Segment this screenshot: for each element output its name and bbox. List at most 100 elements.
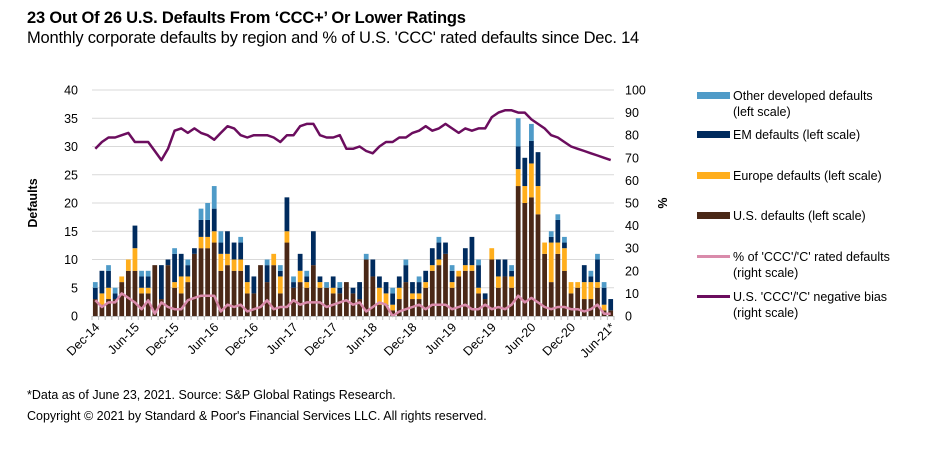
- bar-other: [595, 253, 600, 260]
- bar-us: [357, 299, 362, 316]
- legend-label: U.S. defaults (left scale): [733, 209, 866, 223]
- bar-em: [145, 276, 151, 288]
- bar-other: [106, 265, 111, 271]
- bar-em: [178, 253, 184, 277]
- bar-europe: [456, 270, 462, 277]
- bar-em: [403, 265, 409, 283]
- bar-europe: [99, 293, 105, 305]
- bar-us: [396, 299, 402, 316]
- bar-em: [225, 231, 230, 254]
- bar-europe: [436, 259, 442, 266]
- legend-label: Other developed defaults (left scale): [733, 89, 873, 119]
- bar-em: [198, 219, 204, 237]
- bar-europe: [462, 265, 468, 271]
- lines: [94, 109, 612, 318]
- bar-us: [284, 242, 290, 316]
- bar-us: [575, 287, 581, 316]
- bar-other: [562, 236, 567, 243]
- bar-us: [271, 265, 277, 316]
- x-tick-label: Dec-15: [143, 320, 181, 358]
- bar-europe: [542, 242, 547, 254]
- bar-us: [377, 304, 382, 316]
- legend-item-us: U.S. defaults (left scale): [697, 208, 866, 224]
- x-tick-label: Jun-16: [184, 320, 221, 357]
- bar-em: [595, 259, 600, 283]
- bar-europe: [595, 282, 600, 288]
- bar-europe: [509, 276, 514, 288]
- bar-europe: [218, 253, 224, 271]
- bar-other: [416, 276, 422, 283]
- bar-europe: [139, 287, 144, 294]
- legend-swatch-europe: [697, 172, 730, 179]
- bar-other: [264, 259, 270, 266]
- bar-us: [172, 287, 177, 316]
- bar-us: [218, 270, 224, 316]
- bar-other: [529, 123, 534, 141]
- bar-em: [139, 276, 144, 288]
- bar-europe: [568, 282, 574, 294]
- bar-us: [542, 253, 547, 316]
- bar-europe: [562, 248, 567, 271]
- y-tick-label: 35: [64, 112, 78, 126]
- bar-em: [429, 248, 435, 266]
- bar-europe: [106, 287, 111, 300]
- bar-europe: [377, 287, 382, 305]
- y-axis-title: Defaults: [26, 178, 40, 227]
- legend-label: EM defaults (left scale): [733, 128, 861, 142]
- bar-europe: [601, 304, 607, 311]
- bar-us: [495, 287, 501, 316]
- y-tick-label: 10: [64, 253, 78, 267]
- bar-us: [568, 293, 574, 316]
- legend-swatch-us: [697, 212, 730, 219]
- bar-other: [588, 270, 594, 277]
- bar-other: [403, 259, 409, 266]
- bar-us: [251, 293, 257, 316]
- bar-us: [449, 287, 455, 316]
- bar-em: [529, 140, 534, 164]
- bar-em: [410, 282, 415, 294]
- legend-item-em: EM defaults (left scale): [697, 127, 860, 143]
- bar-em: [390, 293, 396, 305]
- bar-us: [132, 270, 138, 316]
- bar-europe: [330, 287, 336, 294]
- bar-europe: [581, 282, 587, 300]
- bar-other: [172, 248, 177, 254]
- bar-em: [581, 265, 587, 283]
- bar-em: [555, 219, 561, 243]
- bar-us: [595, 287, 600, 316]
- legend-swatch-other: [697, 92, 730, 99]
- bar-em: [244, 265, 250, 283]
- bar-us: [529, 197, 534, 316]
- bar-em: [238, 242, 244, 260]
- bar-europe: [244, 282, 250, 294]
- bar-us: [423, 287, 429, 316]
- y2-tick-label: 40: [625, 219, 639, 233]
- bar-em: [469, 236, 475, 266]
- bar-europe: [277, 276, 283, 294]
- bar-other: [92, 282, 98, 288]
- bar-europe: [529, 163, 534, 198]
- bar-em: [462, 248, 468, 266]
- legend-swatch-neg-bias: [697, 295, 730, 298]
- bar-europe: [284, 231, 290, 243]
- bar-other: [449, 265, 455, 271]
- bar-other: [555, 214, 561, 220]
- bar-europe: [238, 259, 244, 271]
- y2-tick-label: 100: [625, 84, 646, 98]
- bar-europe: [535, 186, 541, 215]
- y-tick-label: 0: [71, 310, 78, 324]
- bar-em: [211, 208, 217, 232]
- bar-us: [310, 265, 316, 316]
- bar-us: [99, 304, 105, 316]
- bar-europe: [383, 293, 389, 305]
- bar-us: [535, 214, 541, 316]
- bar-us: [581, 299, 587, 316]
- bar-us: [152, 265, 158, 316]
- bar-europe: [469, 265, 475, 271]
- bar-other: [291, 276, 296, 283]
- bar-other: [515, 118, 521, 147]
- bar-europe: [548, 242, 554, 283]
- bar-us: [363, 259, 369, 316]
- bar-em: [601, 287, 607, 305]
- bar-us: [436, 265, 442, 316]
